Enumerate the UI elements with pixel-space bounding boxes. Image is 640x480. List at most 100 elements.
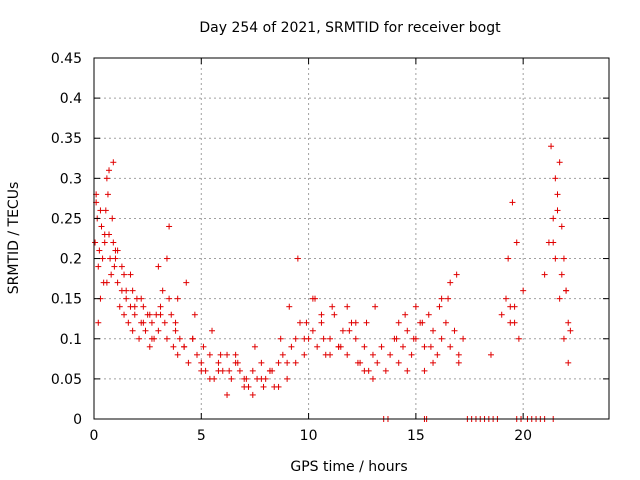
y-tick-label: 0.35 xyxy=(51,131,82,147)
x-tick-label: 10 xyxy=(300,428,318,444)
data-point xyxy=(541,271,548,278)
data-point xyxy=(155,263,162,270)
data-point xyxy=(556,159,563,166)
data-point xyxy=(430,327,437,334)
data-point xyxy=(103,175,110,182)
data-point xyxy=(181,343,188,350)
data-point xyxy=(560,335,567,342)
data-point xyxy=(224,391,231,398)
data-point xyxy=(106,167,113,174)
data-point xyxy=(430,359,437,366)
data-point xyxy=(110,239,117,246)
data-point xyxy=(279,351,286,358)
data-point xyxy=(344,303,351,310)
data-point xyxy=(395,319,402,326)
data-point xyxy=(127,271,134,278)
axis-ticks: 0 5 10 15 20 0 0.05 0.1 0.15 0.2 0.25 0.3 0.35 0.4 0.4… xyxy=(51,51,609,444)
y-tick-label: 0.2 xyxy=(60,252,82,268)
data-point xyxy=(95,263,102,270)
data-point xyxy=(487,351,494,358)
data-point xyxy=(292,359,299,366)
data-point xyxy=(206,375,213,382)
data-point xyxy=(275,359,282,366)
data-point xyxy=(352,335,359,342)
data-point xyxy=(258,359,265,366)
data-point xyxy=(174,351,181,358)
y-tick-label: 0.45 xyxy=(51,51,82,67)
data-point xyxy=(172,327,179,334)
data-point xyxy=(556,295,563,302)
data-point xyxy=(297,319,303,326)
data-point xyxy=(157,311,164,318)
data-point xyxy=(558,271,565,278)
data-point xyxy=(97,207,104,214)
data-point xyxy=(118,263,125,270)
data-point xyxy=(266,367,273,374)
data-point xyxy=(318,311,325,318)
y-tick-label: 0.4 xyxy=(60,91,82,107)
data-point xyxy=(400,343,406,350)
data-point xyxy=(335,343,342,350)
data-point xyxy=(131,303,138,310)
data-point xyxy=(95,319,102,326)
data-point xyxy=(277,335,284,342)
data-points xyxy=(92,143,574,422)
data-point xyxy=(243,375,250,382)
data-point xyxy=(198,367,205,374)
y-tick-label: 0.05 xyxy=(51,372,82,388)
data-point xyxy=(404,327,411,334)
x-axis-label: GPS time / hours xyxy=(290,459,407,475)
data-point xyxy=(552,175,559,182)
data-point xyxy=(155,327,162,334)
data-point xyxy=(361,343,368,350)
data-point xyxy=(148,319,155,326)
data-point xyxy=(260,383,267,390)
data-point xyxy=(436,303,443,310)
data-point xyxy=(228,375,235,382)
data-point xyxy=(550,239,557,246)
data-point xyxy=(301,335,308,342)
data-point xyxy=(236,367,243,374)
data-point xyxy=(191,311,198,318)
data-point xyxy=(121,311,128,318)
data-point xyxy=(215,367,222,374)
data-point xyxy=(378,343,385,350)
data-point xyxy=(111,263,118,270)
data-point xyxy=(460,335,467,342)
y-axis-label: SRMTID / TECUs xyxy=(6,182,22,295)
grid xyxy=(93,57,609,420)
data-point xyxy=(329,303,336,310)
data-point xyxy=(339,327,346,334)
data-point xyxy=(455,359,462,366)
data-point xyxy=(410,335,417,342)
data-point xyxy=(206,351,213,358)
data-point xyxy=(112,255,119,262)
data-point xyxy=(129,287,136,294)
data-point xyxy=(447,279,454,286)
data-point xyxy=(284,359,291,366)
data-point xyxy=(284,375,291,382)
data-point xyxy=(174,295,181,302)
data-point xyxy=(292,335,299,342)
x-tick-label: 0 xyxy=(90,428,99,444)
data-point xyxy=(509,199,516,206)
data-point xyxy=(369,351,376,358)
data-point xyxy=(567,327,574,334)
data-point xyxy=(241,383,248,390)
data-point xyxy=(288,343,295,350)
data-point xyxy=(114,247,121,254)
data-point xyxy=(402,311,409,318)
data-point xyxy=(123,295,130,302)
data-point xyxy=(166,223,173,230)
data-point xyxy=(110,159,117,166)
data-point xyxy=(163,255,170,262)
data-point xyxy=(327,351,334,358)
data-point xyxy=(129,327,136,334)
data-point xyxy=(344,351,351,358)
data-point xyxy=(251,343,258,350)
data-point xyxy=(104,191,111,198)
data-point xyxy=(565,359,572,366)
data-point xyxy=(102,207,109,214)
data-point xyxy=(161,319,168,326)
data-point xyxy=(438,295,445,302)
